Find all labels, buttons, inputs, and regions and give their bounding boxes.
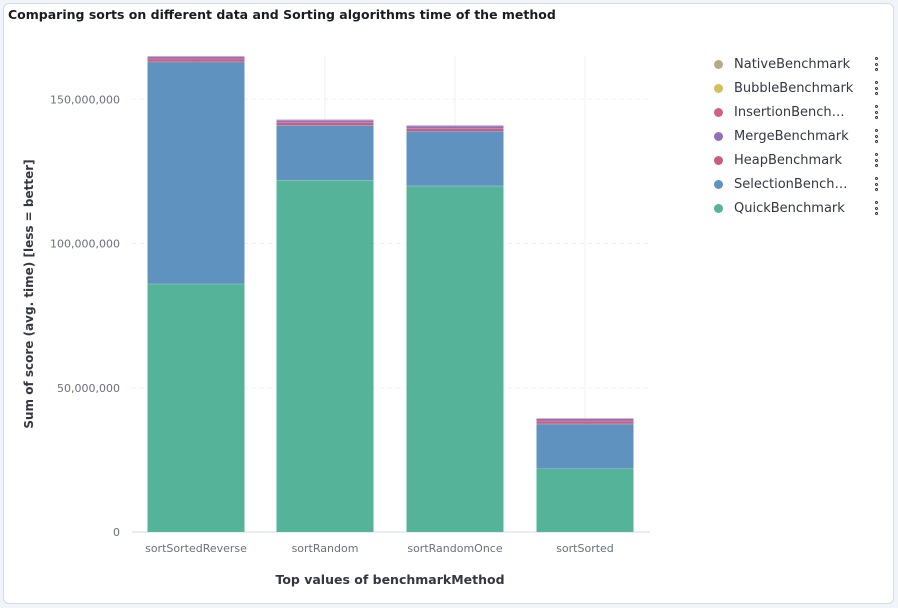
x-tick-label: sortRandomOnce xyxy=(407,542,503,555)
legend-label: QuickBenchmark xyxy=(734,200,845,216)
legend-item[interactable]: SelectionBenchm... xyxy=(712,172,887,196)
bar-segment[interactable] xyxy=(147,58,245,62)
bar-segment[interactable] xyxy=(536,420,634,424)
x-axis-title: Top values of benchmarkMethod xyxy=(275,572,504,587)
menu-dot xyxy=(874,110,878,114)
x-tick-label: sortRandom xyxy=(292,542,359,555)
x-tick-label: sortSorted xyxy=(556,542,614,555)
bar-segment[interactable] xyxy=(536,418,634,421)
legend-item[interactable]: QuickBenchmark xyxy=(712,196,887,220)
menu-dot xyxy=(874,177,878,180)
more-options-icon[interactable] xyxy=(873,201,879,215)
axis-ticks: 0 50,000,000 100,000,000 150,000,000 sortSor… xyxy=(50,93,614,555)
more-options-icon[interactable] xyxy=(873,57,879,71)
panel-title: Comparing sorts on different data and So… xyxy=(8,7,556,22)
menu-dot xyxy=(874,140,878,143)
menu-dot xyxy=(874,62,878,66)
y-tick-label: 100,000,000 xyxy=(50,238,120,251)
y-tick-label: 50,000,000 xyxy=(57,382,120,395)
bar-segment[interactable] xyxy=(406,128,504,132)
menu-dot xyxy=(874,212,878,215)
legend-item[interactable]: BubbleBenchmark xyxy=(712,76,887,100)
legend-label: BubbleBenchmark xyxy=(734,80,854,96)
menu-dot xyxy=(874,81,878,84)
bar-segment[interactable] xyxy=(147,61,245,284)
legend-label: MergeBenchmark xyxy=(734,128,849,144)
bar-segment[interactable] xyxy=(147,56,245,59)
legend-color-dot xyxy=(714,59,723,69)
bar-segment[interactable] xyxy=(276,120,374,123)
legend-label: HeapBenchmark xyxy=(734,152,843,168)
legend-color-dot xyxy=(714,83,723,93)
bar-segment[interactable] xyxy=(536,468,634,532)
y-axis-title: Sum of score (avg. time) [less = better] xyxy=(22,159,36,428)
y-tick-label: 0 xyxy=(113,526,120,539)
legend-item[interactable]: NativeBenchmark xyxy=(712,52,887,76)
menu-dot xyxy=(874,92,878,95)
legend-color-dot xyxy=(714,131,723,141)
bar-segment[interactable] xyxy=(147,283,245,532)
legend-label: SelectionBenchm... xyxy=(734,176,854,192)
x-tick-label: sortSortedReverse xyxy=(145,542,247,555)
menu-dot xyxy=(874,164,878,167)
legend-item[interactable]: InsertionBenchm... xyxy=(712,100,887,124)
legend-label: NativeBenchmark xyxy=(734,56,851,72)
bar-segment[interactable] xyxy=(406,185,504,532)
menu-dot xyxy=(874,57,878,60)
bar-segment[interactable] xyxy=(406,131,504,186)
more-options-icon[interactable] xyxy=(873,129,879,143)
more-options-icon[interactable] xyxy=(873,177,879,191)
menu-dot xyxy=(874,188,878,191)
legend-label: InsertionBenchm... xyxy=(734,104,854,120)
menu-dot xyxy=(874,153,878,156)
legend-item[interactable]: MergeBenchmark xyxy=(712,124,887,148)
menu-dot xyxy=(874,129,878,132)
menu-dot xyxy=(874,182,878,186)
more-options-icon[interactable] xyxy=(873,105,879,119)
bar-segment[interactable] xyxy=(406,125,504,129)
menu-dot xyxy=(874,68,878,71)
bars xyxy=(147,55,634,533)
menu-dot xyxy=(874,105,878,108)
menu-dot xyxy=(874,201,878,204)
menu-dot xyxy=(874,206,878,210)
legend-color-dot xyxy=(714,179,723,189)
bar-segment[interactable] xyxy=(276,122,374,126)
bar-segment[interactable] xyxy=(536,423,634,469)
legend-color-dot xyxy=(714,155,723,165)
bar-segment[interactable] xyxy=(276,125,374,181)
legend-color-dot xyxy=(714,107,723,117)
legend-item[interactable]: HeapBenchmark xyxy=(712,148,887,172)
y-tick-label: 150,000,000 xyxy=(50,93,120,106)
menu-dot xyxy=(874,158,878,162)
menu-dot xyxy=(874,116,878,119)
chart-legend: NativeBenchmark BubbleBenchmark InsertionB… xyxy=(712,52,887,220)
more-options-icon[interactable] xyxy=(873,153,879,167)
bar-segment[interactable] xyxy=(276,180,374,533)
menu-dot xyxy=(874,86,878,90)
more-options-icon[interactable] xyxy=(873,81,879,95)
legend-color-dot xyxy=(714,203,723,213)
menu-dot xyxy=(874,134,878,138)
